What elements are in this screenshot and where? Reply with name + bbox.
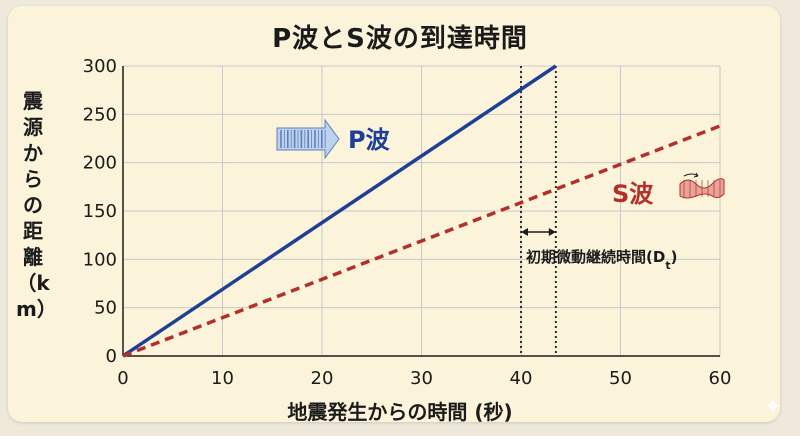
x-axis-label: 地震発生からの時間 (秒) — [287, 400, 513, 424]
y-tick-label: 0 — [106, 346, 117, 367]
x-tick-label: 10 — [211, 368, 234, 389]
sparkle-icon: ✦ — [763, 395, 782, 420]
dt-arrowhead-right — [548, 228, 556, 236]
dt-arrowhead-left — [521, 228, 528, 236]
x-tick-label: 30 — [410, 368, 433, 389]
wavy-ribbon-icon — [679, 172, 725, 199]
y-tick-label: 250 — [83, 104, 117, 125]
p-wave-label: P波 — [348, 126, 391, 154]
y-tick-label: 150 — [83, 201, 117, 222]
y-tick-label: 50 — [94, 298, 117, 319]
x-tick-label: 60 — [709, 368, 732, 389]
chart-title: P波とS波の到達時間 — [272, 24, 528, 54]
x-tick-label: 0 — [117, 368, 128, 389]
striped-arrow-icon — [276, 118, 340, 160]
x-tick-label: 50 — [609, 368, 632, 389]
y-tick-label: 100 — [83, 249, 117, 270]
p-wave-line — [122, 64, 557, 358]
y-tick-label: 300 — [83, 56, 117, 77]
x-tick-label: 20 — [311, 368, 334, 389]
y-tick-label: 200 — [83, 153, 117, 174]
x-tick-label: 40 — [510, 368, 533, 389]
s-wave-line — [122, 124, 721, 358]
s-wave-label: S波 — [612, 180, 654, 208]
dt-annotation-label: 初期微動継続時間(Dt) — [526, 248, 677, 272]
